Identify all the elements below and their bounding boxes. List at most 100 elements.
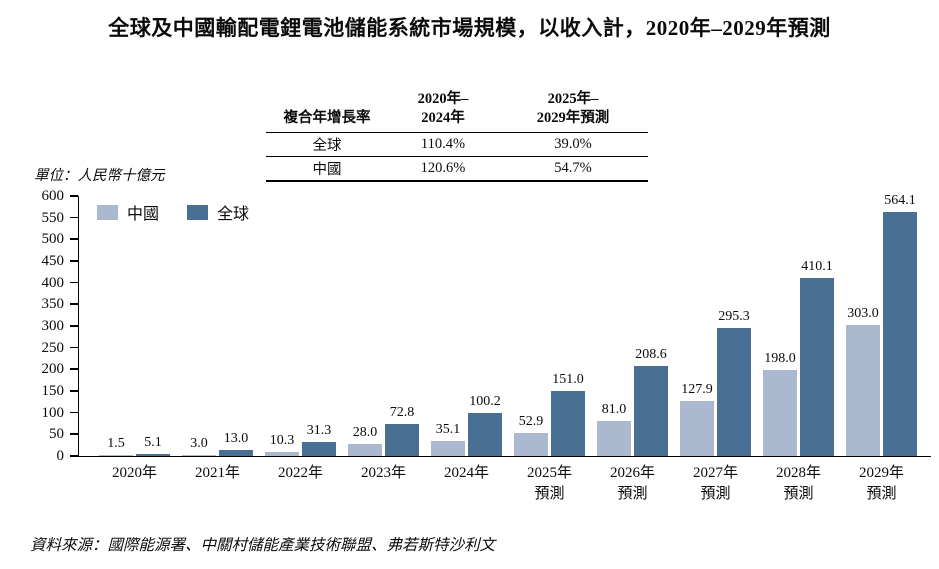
cagr-row-china-value-1: 120.6% [420, 160, 466, 176]
bar-value-china: 35.1 [435, 421, 461, 437]
y-tick-label: 100 [41, 404, 65, 421]
bar-value-china: 127.9 [681, 381, 713, 397]
bar-group: 127.9 295.3 2027年 預測 [674, 196, 757, 502]
cagr-header-period-2: 2025年– 2029年預測 [498, 90, 648, 128]
y-tick-label: 500 [41, 231, 65, 248]
bar-value-global: 564.1 [884, 192, 916, 208]
bar-group: 52.9 151.0 2025年 預測 [508, 196, 591, 502]
cagr-row-china: 中國 120.6% 54.7% [266, 157, 648, 182]
legend-label-china: 中國 [127, 206, 160, 223]
chart-title: 全球及中國輸配電鋰電池儲能系統市場規模，以收入計，2020年–2029年預測 [108, 16, 831, 40]
y-tick-label: 550 [41, 209, 65, 226]
bar-group: 81.0 208.6 2026年 預測 [591, 196, 674, 502]
cagr-row-global-label: 全球 [312, 138, 342, 154]
y-tick-mark [70, 390, 78, 392]
cagr-table-header-row: 複合年增長率 2020年– 2024年 2025年– 2029年預測 [266, 84, 648, 133]
bar-groups: 1.5 5.1 2020年 3.0 13.0 2021年 10.3 31.3 2022年 28.0… [79, 193, 931, 502]
cagr-header-period-1: 2020年– 2024年 [388, 90, 498, 128]
y-tick-label: 50 [49, 426, 64, 443]
bar-group: 10.3 31.3 2022年 [259, 196, 342, 481]
bar-value-global: 5.1 [144, 434, 162, 450]
y-tick-label: 0 [56, 448, 65, 464]
bar-china [680, 400, 714, 456]
bar-value-china: 28.0 [352, 424, 378, 440]
cagr-row-global-value-2: 39.0% [554, 136, 592, 152]
bar-value-global: 151.0 [552, 371, 584, 387]
cagr-header-period-1-line2: 2024年 [421, 110, 465, 127]
bar-value-global: 100.2 [469, 393, 501, 409]
legend-swatch-china [97, 204, 118, 220]
y-tick-label: 400 [41, 274, 65, 291]
bar-value-global: 31.3 [306, 423, 332, 439]
bar-value-global: 295.3 [718, 309, 750, 325]
bar-group: 303.0 564.1 2029年 預測 [840, 193, 923, 502]
y-tick-mark [70, 260, 78, 262]
cagr-row-global: 全球 110.4% 39.0% [266, 133, 648, 157]
y-tick-label: 600 [41, 188, 65, 204]
bar-value-china: 81.0 [601, 401, 627, 417]
bar-value-china: 52.9 [518, 414, 544, 430]
x-axis-label: 2025年 預測 [526, 465, 572, 502]
source-note: 資料來源：國際能源署、中關村儲能產業技術聯盟、弗若斯特沙利文 [30, 537, 496, 554]
x-axis-label: 2028年 預測 [775, 465, 821, 502]
y-tick-mark [70, 195, 78, 197]
x-axis-label: 2023年 [360, 465, 406, 481]
bar-global [136, 453, 170, 456]
bar-value-china: 3.0 [190, 435, 208, 451]
y-tick-mark [70, 411, 78, 414]
cagr-row-china-label: 中國 [312, 162, 342, 178]
bar-value-china: 303.0 [847, 305, 879, 321]
bar-china [265, 451, 299, 456]
bar-global [302, 442, 336, 456]
bar-china [431, 440, 465, 456]
bar-global [468, 412, 502, 456]
bar-value-global: 13.0 [223, 431, 249, 447]
y-tick-label: 350 [41, 296, 65, 313]
x-axis-label: 2027年 預測 [692, 465, 738, 502]
bar-value-global: 208.6 [635, 346, 667, 362]
y-tick-mark [70, 368, 78, 370]
x-axis-label: 2020年 [111, 465, 157, 481]
y-tick-mark [70, 455, 78, 457]
x-axis-label: 2029年 預測 [858, 465, 904, 502]
legend: 中國 全球 [97, 200, 249, 224]
bar-value-china: 10.3 [269, 432, 295, 448]
bar-group: 1.5 5.1 2020年 [93, 196, 176, 481]
bar-value-global: 72.8 [389, 405, 415, 421]
bar-china [846, 324, 880, 456]
unit-label: 單位：人民幣十億元 [34, 168, 165, 184]
bar-group: 3.0 13.0 2021年 [176, 196, 259, 481]
cagr-header-metric: 複合年增長率 [283, 110, 371, 127]
bar-global [551, 390, 585, 456]
bar-value-china: 198.0 [764, 351, 796, 367]
y-tick-label: 450 [41, 253, 65, 269]
bar-group: 28.0 72.8 2023年 [342, 196, 425, 481]
legend-label-global: 全球 [217, 206, 250, 223]
cagr-table: 複合年增長率 2020年– 2024年 2025年– 2029年預測 全球 11… [266, 84, 648, 182]
cagr-header-period-1-line1: 2020年– [417, 91, 469, 108]
bar-china [348, 443, 382, 456]
bar-group: 35.1 100.2 2024年 [425, 196, 508, 481]
cagr-row-global-value-1: 110.4% [420, 136, 466, 152]
y-tick-label: 200 [41, 361, 65, 378]
y-axis-labels: 600 550 500 450 400 350 300 250 200 150 100 50 0 [0, 188, 65, 464]
bar-global [800, 278, 834, 456]
y-tick-label: 150 [41, 383, 65, 399]
bar-value-global: 410.1 [801, 259, 833, 275]
bar-global [634, 365, 668, 456]
plot-area: 中國 全球 1.5 5.1 2020年 3.0 13.0 2021年 10.3 31.3 202… [78, 193, 931, 502]
y-tick-mark [70, 303, 78, 305]
y-tick-label: 300 [41, 318, 65, 334]
bar-global [219, 450, 253, 456]
cagr-header-period-2-line2: 2029年預測 [536, 110, 610, 127]
cagr-row-china-value-2: 54.7% [554, 160, 592, 176]
legend-swatch-global [187, 204, 209, 220]
bar-global [385, 424, 419, 456]
y-tick-mark [70, 216, 78, 219]
y-tick-mark [70, 433, 78, 435]
x-axis-label: 2026年 預測 [609, 465, 655, 502]
bar-china [597, 420, 631, 456]
y-tick-mark [70, 238, 78, 240]
bar-group: 198.0 410.1 2028年 預測 [757, 196, 840, 502]
